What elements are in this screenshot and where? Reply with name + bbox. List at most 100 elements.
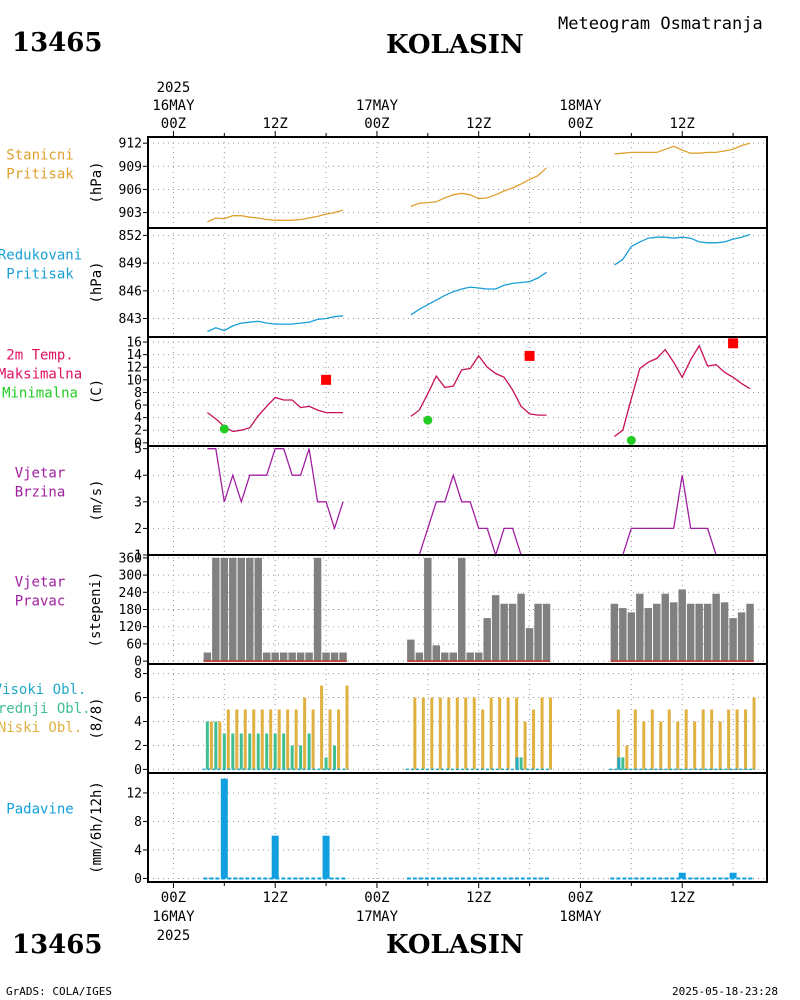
wind-dir-bar	[466, 652, 474, 662]
wind-dir-bar	[500, 603, 508, 662]
panel-temperature	[143, 336, 768, 447]
xlabel-bottom-year: 2025	[157, 928, 191, 944]
ytick-label-clouds: 4	[134, 715, 142, 730]
cloud-low-bar	[252, 709, 256, 770]
ytick-label-wind_speed: 2	[134, 522, 142, 537]
ytick-label-temperature: 0	[134, 436, 142, 451]
series-line-wind_speed	[207, 448, 344, 531]
cloud-low-bar	[218, 721, 222, 770]
panel-label-clouds: Niski Obl.	[0, 720, 82, 736]
cloud-low-bar	[701, 709, 705, 770]
ytick-label-wind_dir: 360	[119, 551, 142, 566]
cloud-low-bar	[269, 709, 273, 770]
unit-label-pressure_reduced: (hPa)	[89, 261, 105, 303]
wind-dir-bar	[415, 652, 424, 662]
series-line-pressure_reduced	[207, 315, 344, 333]
wind-dir-bar	[686, 603, 695, 662]
cloud-low-bar	[472, 697, 476, 770]
unit-label-precip: (mm/6h/12h)	[89, 781, 105, 874]
cloud-mid-bar	[205, 721, 209, 770]
xlabel-top-hour: 00Z	[568, 116, 593, 132]
xlabel-bottom-hour: 12Z	[670, 890, 695, 906]
cloud-mid-bar	[307, 733, 311, 770]
ytick-label-wind_dir: 0	[134, 655, 142, 670]
wind-dir-bar	[737, 612, 746, 662]
wind-dir-bar	[441, 652, 449, 662]
min-temp-marker	[626, 435, 636, 445]
panel-pressure_reduced	[143, 227, 768, 338]
ytick-label-clouds: 2	[134, 739, 142, 754]
cloud-mid-bar	[222, 733, 226, 770]
cloud-low-bar	[320, 685, 324, 770]
wind-dir-bar	[279, 652, 288, 662]
cloud-low-bar	[235, 709, 239, 770]
meteogram-title: Meteogram Osmatranja	[558, 14, 763, 34]
ytick-label-temperature: 6	[134, 399, 142, 414]
cloud-low-bar	[447, 697, 451, 770]
panel-label-pressure_station: Stanicni	[6, 148, 73, 164]
xlabel-top-hour: 12Z	[670, 116, 695, 132]
precip-bar	[678, 872, 686, 879]
wind-dir-bar	[322, 652, 330, 662]
cloud-low-bar	[286, 709, 290, 770]
cloud-low-bar	[515, 697, 519, 770]
series-line-temperature	[410, 354, 547, 417]
cloud-mid-bar	[282, 733, 286, 770]
panel-wind_dir	[143, 554, 768, 665]
wind-dir-bar	[407, 639, 415, 662]
wind-dir-bar	[720, 602, 729, 662]
cloud-low-bar	[693, 721, 697, 770]
xlabel-bottom-day: 18MAY	[559, 909, 602, 925]
precip-bar	[271, 835, 279, 879]
cloud-mid-bar	[214, 721, 218, 770]
wind-dir-bar	[229, 557, 237, 662]
ytick-label-wind_speed: 1	[134, 549, 142, 564]
ytick-label-temperature: 10	[126, 373, 142, 388]
cloud-low-bar	[744, 709, 748, 770]
cloud-low-bar	[523, 721, 527, 770]
wind-dir-bar	[296, 652, 305, 662]
wind-dir-bar	[305, 652, 313, 662]
cloud-low-bar	[727, 709, 731, 770]
ytick-label-precip: 12	[126, 786, 142, 801]
cloud-mid-bar	[333, 745, 337, 770]
station-name-top: KOLASIN	[386, 30, 524, 60]
wind-dir-bar	[695, 603, 703, 662]
cloud-low-bar	[226, 709, 230, 770]
wind-dir-bar	[483, 618, 491, 662]
wind-dir-bar	[330, 652, 339, 662]
xlabel-top-day: 16MAY	[152, 98, 195, 114]
wind-dir-bar	[432, 645, 441, 662]
cloud-low-bar	[438, 697, 442, 770]
ytick-label-wind_speed: 5	[134, 442, 142, 457]
wind-dir-bar	[508, 603, 517, 662]
panel-label-wind_dir: Vjetar	[15, 575, 66, 591]
cloud-mid-bar	[273, 733, 277, 770]
wind-dir-bar	[669, 602, 678, 662]
cloud-high-bar	[515, 757, 519, 770]
cloud-low-bar	[659, 721, 663, 770]
ytick-label-pressure_reduced: 852	[119, 229, 142, 244]
xlabel-top-hour: 12Z	[466, 116, 491, 132]
cloud-low-bar	[328, 709, 332, 770]
wind-dir-bar	[271, 652, 279, 662]
ytick-label-temperature: 8	[134, 386, 142, 401]
wind-dir-bar	[517, 593, 525, 662]
ytick-label-precip: 8	[134, 815, 142, 830]
cloud-low-bar	[650, 709, 654, 770]
precip-bar	[729, 872, 737, 879]
cloud-low-bar	[506, 697, 510, 770]
xlabel-top-hour: 12Z	[263, 116, 288, 132]
min-temp-marker	[219, 424, 229, 434]
ytick-label-temperature: 12	[126, 361, 142, 376]
wind-dir-bar	[474, 652, 483, 662]
cloud-low-bar	[489, 697, 493, 770]
cloud-low-bar	[642, 721, 646, 770]
panel-frame-pressure_reduced	[147, 227, 768, 338]
xlabel-top-day: 18MAY	[559, 98, 602, 114]
series-line-temperature	[614, 344, 751, 438]
ytick-label-temperature: 14	[126, 348, 142, 363]
wind-dir-bar	[636, 593, 644, 662]
ytick-label-wind_speed: 3	[134, 495, 142, 510]
station-id-bottom: 13465	[12, 930, 103, 960]
